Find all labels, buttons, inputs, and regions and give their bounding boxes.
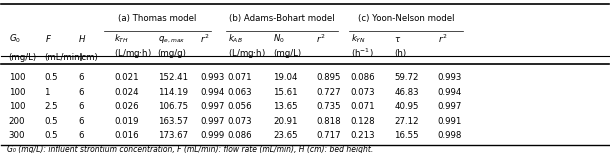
Text: G₀ (mg/L): influent strontium concentration, F (mL/min): flow rate (mL/min), H (: G₀ (mg/L): influent strontium concentrat… (7, 145, 373, 153)
Text: 0.997: 0.997 (438, 102, 462, 111)
Text: 0.128: 0.128 (351, 117, 375, 126)
Text: 0.019: 0.019 (114, 117, 138, 126)
Text: $\tau$: $\tau$ (395, 35, 402, 44)
Text: $r^{2}$: $r^{2}$ (200, 33, 210, 45)
Text: 0.016: 0.016 (114, 131, 138, 140)
Text: $k_{YN}$: $k_{YN}$ (351, 33, 365, 45)
Text: $N_{0}$: $N_{0}$ (273, 33, 285, 45)
Text: (mg/L): (mg/L) (9, 53, 37, 62)
Text: 0.999: 0.999 (200, 131, 224, 140)
Text: 106.75: 106.75 (158, 102, 188, 111)
Text: (c) Yoon-Nelson model: (c) Yoon-Nelson model (358, 14, 454, 23)
Text: 0.5: 0.5 (45, 131, 58, 140)
Text: (h$^{-1}$): (h$^{-1}$) (351, 47, 373, 60)
Text: 59.72: 59.72 (395, 73, 419, 82)
Text: (mg/L): (mg/L) (273, 49, 301, 58)
Text: 0.024: 0.024 (114, 88, 138, 97)
Text: 0.213: 0.213 (351, 131, 375, 140)
Text: 6: 6 (78, 117, 84, 126)
Text: 0.5: 0.5 (45, 117, 58, 126)
Text: 0.998: 0.998 (438, 131, 462, 140)
Text: (L/mg$\cdot$h): (L/mg$\cdot$h) (114, 47, 152, 60)
Text: 0.071: 0.071 (351, 102, 375, 111)
Text: 100: 100 (9, 73, 25, 82)
Text: 0.086: 0.086 (351, 73, 375, 82)
Text: 0.5: 0.5 (45, 73, 58, 82)
Text: 100: 100 (9, 88, 25, 97)
Text: 100: 100 (9, 102, 25, 111)
Text: 6: 6 (78, 88, 84, 97)
Text: 173.67: 173.67 (158, 131, 188, 140)
Text: 0.727: 0.727 (316, 88, 340, 97)
Text: (cm): (cm) (78, 53, 98, 62)
Text: $r^{2}$: $r^{2}$ (438, 33, 447, 45)
Text: 0.994: 0.994 (438, 88, 462, 97)
Text: 0.993: 0.993 (200, 73, 224, 82)
Text: 6: 6 (78, 102, 84, 111)
Text: 1: 1 (45, 88, 50, 97)
Text: 0.717: 0.717 (316, 131, 340, 140)
Text: 200: 200 (9, 117, 25, 126)
Text: (L/mg$\cdot$h): (L/mg$\cdot$h) (228, 47, 265, 60)
Text: (b) Adams-Bohart model: (b) Adams-Bohart model (229, 14, 335, 23)
Text: 0.073: 0.073 (228, 117, 253, 126)
Text: 27.12: 27.12 (395, 117, 419, 126)
Text: 20.91: 20.91 (273, 117, 298, 126)
Text: 0.993: 0.993 (438, 73, 462, 82)
Text: $r^{2}$: $r^{2}$ (316, 33, 325, 45)
Text: (h): (h) (395, 49, 407, 58)
Text: 13.65: 13.65 (273, 102, 298, 111)
Text: $k_{AB}$: $k_{AB}$ (228, 33, 243, 45)
Text: 0.735: 0.735 (316, 102, 340, 111)
Text: 0.063: 0.063 (228, 88, 253, 97)
Text: 0.818: 0.818 (316, 117, 340, 126)
Text: 0.021: 0.021 (114, 73, 138, 82)
Text: 300: 300 (9, 131, 25, 140)
Text: 2.5: 2.5 (45, 102, 58, 111)
Text: 6: 6 (78, 73, 84, 82)
Text: 23.65: 23.65 (273, 131, 298, 140)
Text: 163.57: 163.57 (158, 117, 188, 126)
Text: 0.997: 0.997 (200, 117, 224, 126)
Text: $F$: $F$ (45, 33, 52, 44)
Text: $k_{TH}$: $k_{TH}$ (114, 33, 129, 45)
Text: 0.991: 0.991 (438, 117, 462, 126)
Text: 16.55: 16.55 (395, 131, 419, 140)
Text: 46.83: 46.83 (395, 88, 419, 97)
Text: 6: 6 (78, 131, 84, 140)
Text: $q_{e,max}$: $q_{e,max}$ (158, 34, 185, 45)
Text: $G_{0}$: $G_{0}$ (9, 32, 21, 45)
Text: 0.997: 0.997 (200, 102, 224, 111)
Text: 0.073: 0.073 (351, 88, 375, 97)
Text: 15.61: 15.61 (273, 88, 298, 97)
Text: 114.19: 114.19 (158, 88, 188, 97)
Text: 0.086: 0.086 (228, 131, 253, 140)
Text: 152.41: 152.41 (158, 73, 188, 82)
Text: 19.04: 19.04 (273, 73, 298, 82)
Text: (mL/min): (mL/min) (45, 53, 84, 62)
Text: $H$: $H$ (78, 33, 86, 44)
Text: 0.994: 0.994 (200, 88, 224, 97)
Text: (a) Thomas model: (a) Thomas model (118, 14, 196, 23)
Text: 40.95: 40.95 (395, 102, 419, 111)
Text: 0.071: 0.071 (228, 73, 253, 82)
Text: (mg/g): (mg/g) (158, 49, 187, 58)
Text: 0.895: 0.895 (316, 73, 340, 82)
Text: 0.026: 0.026 (114, 102, 138, 111)
Text: 0.056: 0.056 (228, 102, 253, 111)
